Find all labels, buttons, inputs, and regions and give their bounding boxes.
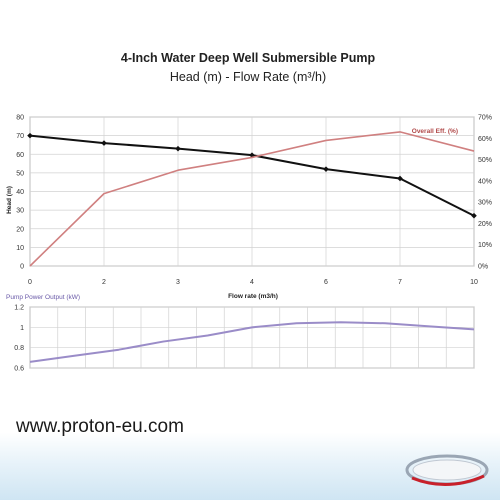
power-chart-grid [29, 306, 475, 369]
power-chart-title: Pump Power Output (kW) [6, 294, 80, 301]
chart-title: 4-Inch Water Deep Well Submersible Pump [121, 51, 376, 65]
y-tick-label: 70 [16, 133, 24, 140]
chart-subtitle: Head (m) - Flow Rate (m³/h) [170, 70, 326, 84]
main-chart-grid [29, 116, 475, 267]
x-tick-label: 7 [398, 279, 402, 286]
website-url[interactable]: www.proton-eu.com [16, 416, 184, 437]
power-y-tick-label: 1 [20, 325, 24, 332]
main-chart-series [27, 131, 477, 267]
head-data-point [27, 132, 33, 139]
y2-axis-label: Overall Eff. (%) [412, 128, 458, 135]
head-data-point [175, 145, 181, 152]
y-axis-label: Head (m) [6, 186, 13, 214]
y-tick-label: 50 [16, 170, 24, 177]
head-data-point [101, 140, 107, 146]
y2-tick-label: 30% [478, 200, 492, 207]
x-tick-label: 4 [250, 279, 254, 286]
power-y-tick-label: 1.2 [14, 305, 24, 312]
footer-band [0, 410, 500, 500]
main-chart-ticks: 010203040506070800%10%20%30%40%50%60%70%… [16, 115, 492, 287]
x-tick-label: 2 [102, 279, 106, 286]
x-tick-label: 0 [28, 279, 32, 286]
y-tick-label: 60 [16, 152, 24, 159]
power-y-tick-label: 0.6 [14, 366, 24, 373]
y-tick-label: 40 [16, 189, 24, 196]
y2-tick-label: 10% [478, 242, 492, 249]
y2-tick-label: 70% [478, 115, 492, 122]
y-tick-label: 30 [16, 208, 24, 215]
head-data-point [397, 175, 403, 182]
x-tick-label: 6 [324, 279, 328, 286]
proton-logo [405, 454, 489, 487]
y-tick-label: 10 [16, 245, 24, 252]
y2-tick-label: 40% [478, 178, 492, 185]
head-data-point [471, 212, 477, 219]
power-y-tick-label: 0.8 [14, 345, 24, 352]
power-chart-ticks: 0.6 0.8 1 1.2 [14, 305, 24, 373]
y-tick-label: 0 [20, 264, 24, 271]
y2-tick-label: 0% [478, 264, 488, 271]
x-tick-label: 3 [176, 279, 180, 286]
y2-tick-label: 20% [478, 221, 492, 228]
y2-tick-label: 60% [478, 136, 492, 143]
head-data-point [323, 166, 329, 172]
x-axis-label: Flow rate (m3/h) [228, 293, 278, 300]
power-series-line [29, 321, 475, 363]
y-tick-label: 20 [16, 226, 24, 233]
power-chart-series [29, 321, 475, 363]
y2-tick-label: 50% [478, 157, 492, 164]
efficiency-series-line [29, 131, 475, 267]
x-tick-label: 10 [470, 279, 478, 286]
y-tick-label: 80 [16, 115, 24, 122]
